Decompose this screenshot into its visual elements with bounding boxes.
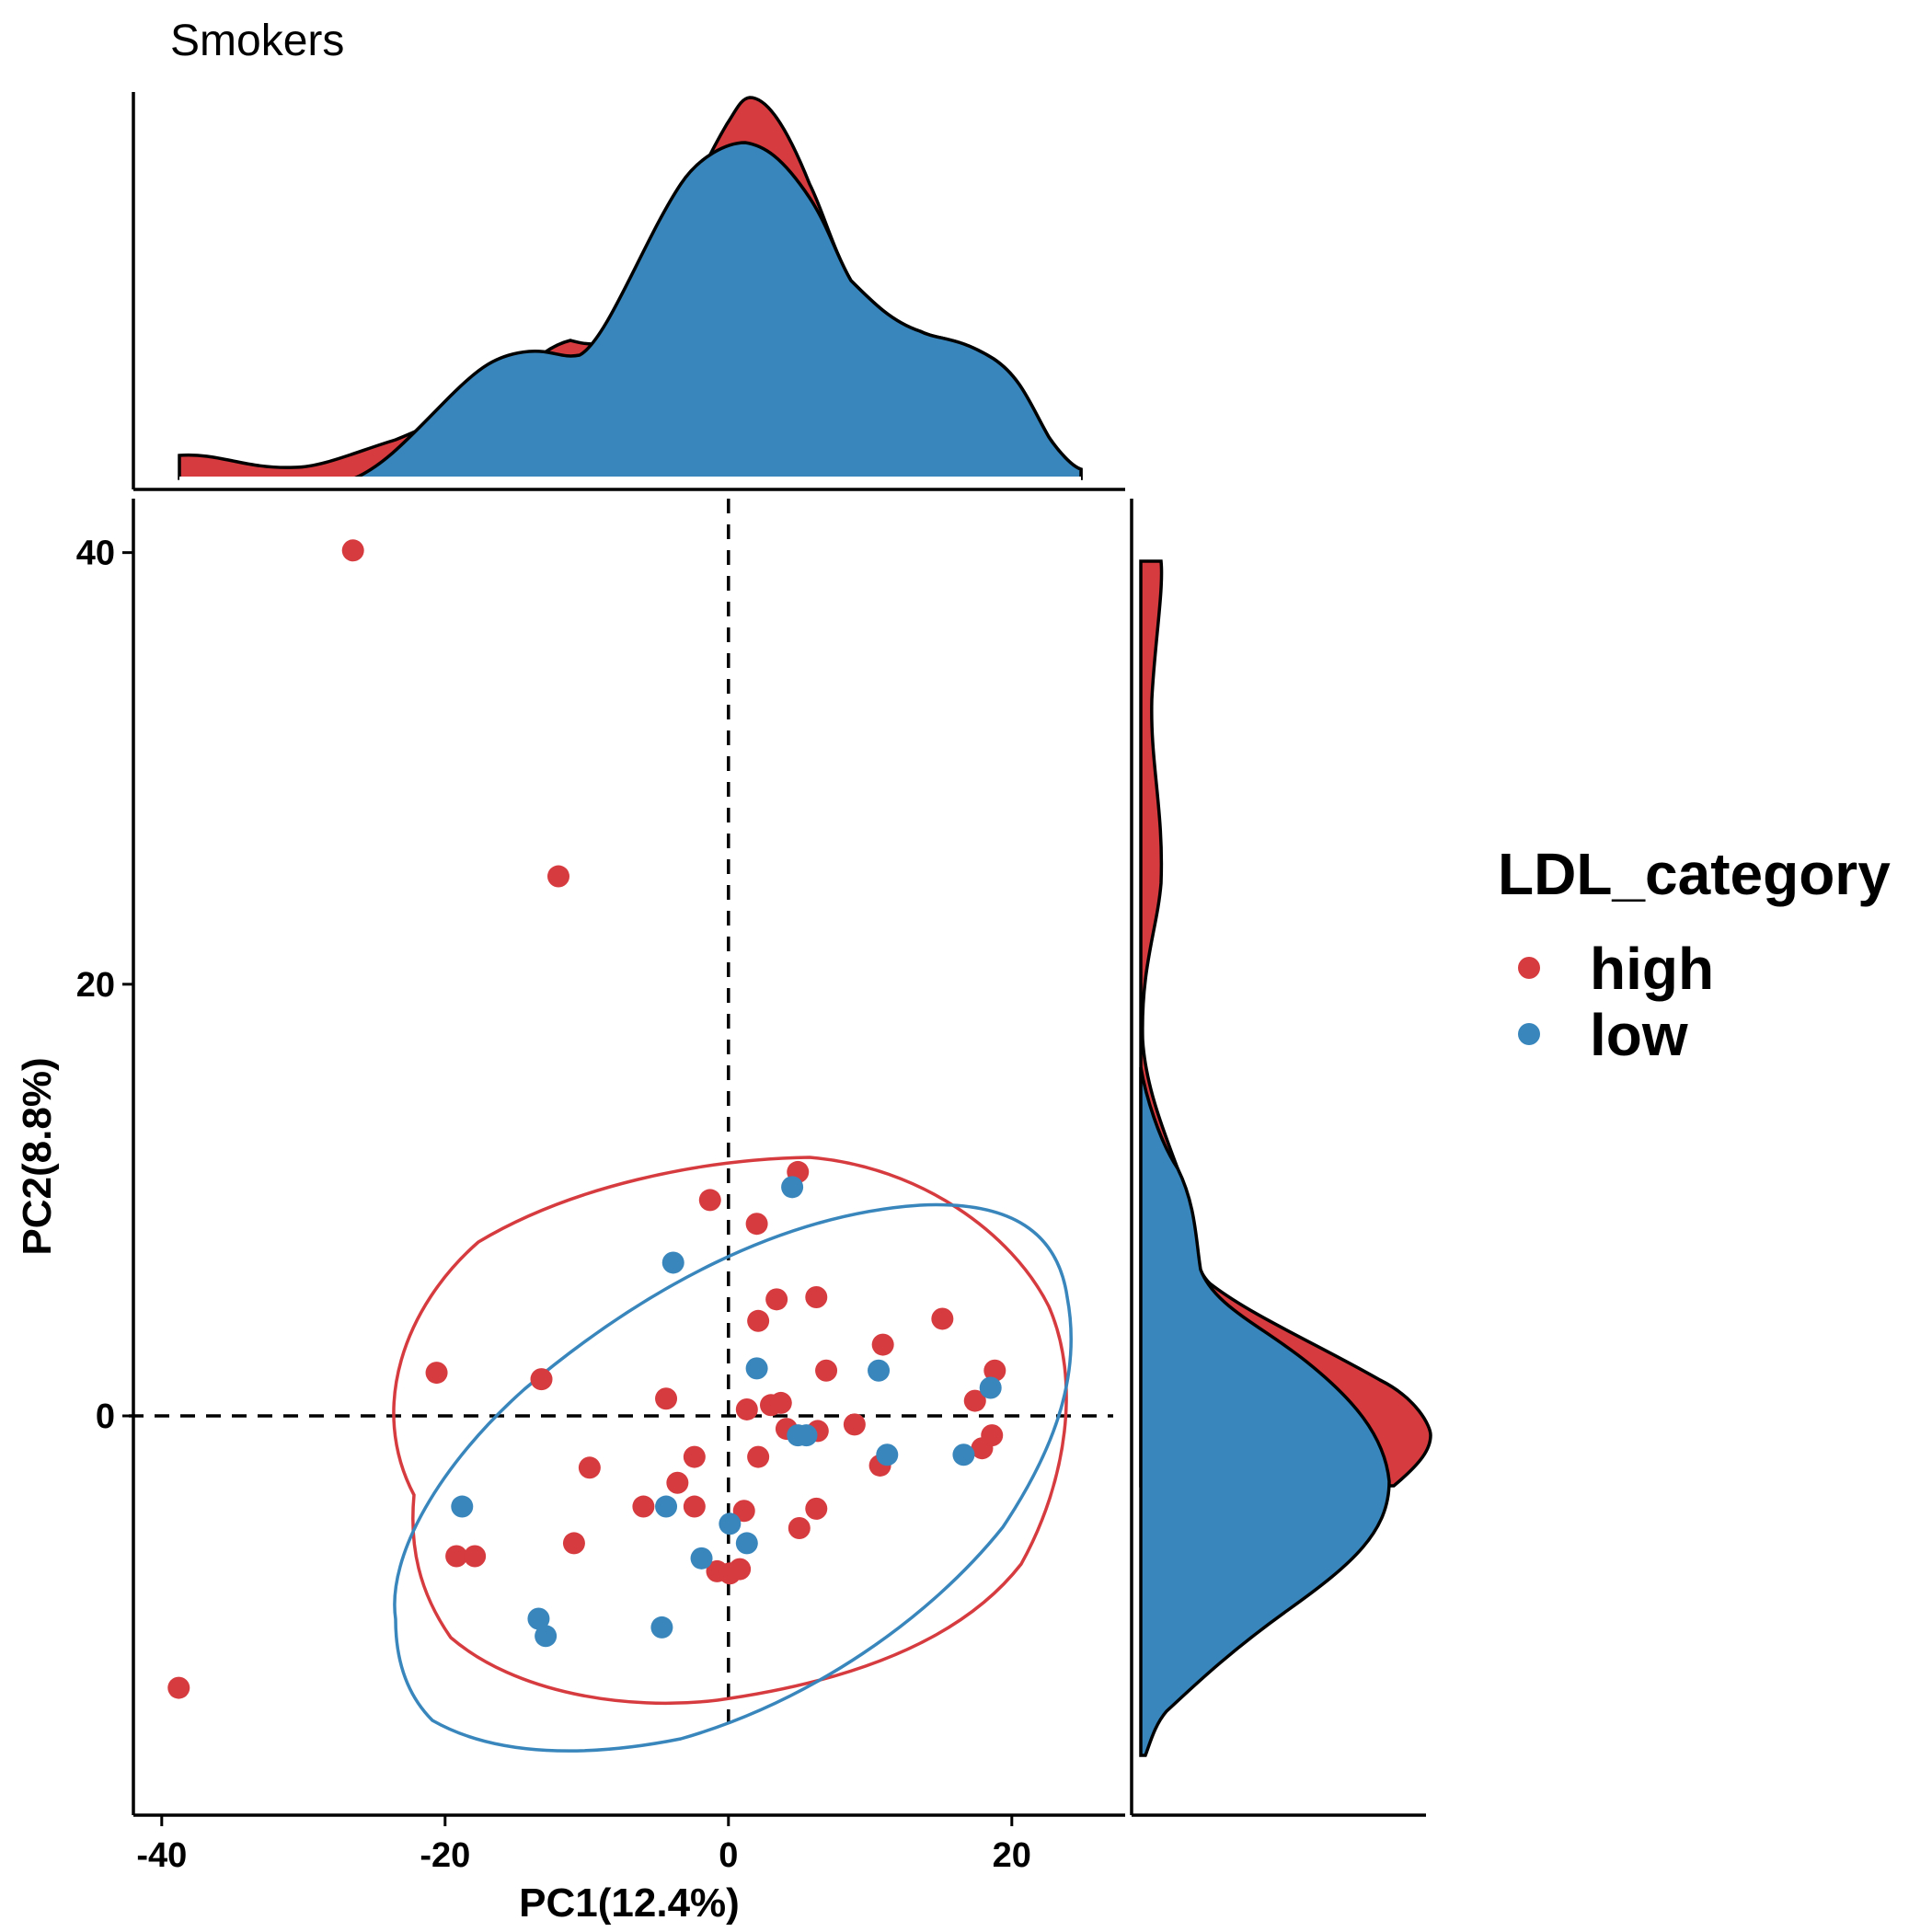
y-axis-title: PC2(8.8%) — [15, 1057, 60, 1255]
legend-title: LDL_category — [1498, 841, 1891, 907]
point-high — [732, 1500, 755, 1523]
legend-label-low: low — [1590, 1002, 1688, 1068]
point-high — [735, 1397, 758, 1420]
point-low — [876, 1443, 899, 1466]
point-low — [795, 1424, 818, 1447]
point-high — [464, 1545, 487, 1568]
point-high — [963, 1389, 986, 1412]
point-high — [698, 1189, 721, 1212]
point-low — [661, 1251, 684, 1274]
point-high — [843, 1413, 866, 1436]
point-high — [805, 1285, 828, 1308]
point-low — [719, 1512, 742, 1535]
point-high — [765, 1288, 788, 1311]
y-tick-label: 40 — [76, 535, 115, 573]
point-high — [747, 1309, 770, 1332]
right-density-low — [1139, 1066, 1391, 1757]
point-high — [530, 1368, 553, 1391]
point-high — [983, 1359, 1006, 1382]
legend-item-low: low — [1518, 1002, 1688, 1068]
point-low — [527, 1607, 550, 1630]
point-low — [690, 1547, 713, 1570]
confidence-ellipse-low — [393, 1202, 1073, 1753]
point-high — [547, 865, 569, 888]
legend-item-high: high — [1518, 936, 1714, 1002]
point-low — [451, 1495, 474, 1518]
scatter-points — [167, 539, 1006, 1699]
y-tick-label: 20 — [76, 966, 115, 1005]
point-high — [445, 1545, 468, 1568]
y-axis-ticks: 0 20 40 — [76, 535, 133, 1436]
point-high — [683, 1445, 706, 1468]
point-high — [805, 1497, 828, 1520]
point-high — [578, 1456, 601, 1479]
right-marginal-density — [1130, 499, 1432, 1817]
point-low — [745, 1357, 768, 1380]
point-high — [683, 1495, 706, 1518]
point-low — [535, 1625, 558, 1648]
confidence-ellipse-high — [392, 1156, 1068, 1706]
main-scatter-panel: -40 -20 0 20 0 20 40 PC1(12.4%) PC2(8.8%) — [15, 499, 1125, 1926]
point-low — [979, 1376, 1002, 1399]
point-high — [632, 1495, 655, 1518]
point-low — [655, 1495, 678, 1518]
point-high — [425, 1362, 448, 1385]
legend-key-low — [1518, 1023, 1540, 1045]
y-tick-label: 0 — [96, 1397, 115, 1436]
legend: LDL_category high low — [1498, 841, 1891, 1068]
point-high — [341, 539, 364, 562]
point-low — [952, 1443, 975, 1466]
point-high — [167, 1676, 190, 1699]
point-high — [666, 1471, 689, 1494]
x-tick-label: -40 — [136, 1836, 187, 1875]
point-high — [655, 1387, 678, 1410]
point-high — [562, 1532, 585, 1555]
x-tick-label: -20 — [420, 1836, 470, 1875]
x-tick-label: 20 — [993, 1836, 1031, 1875]
point-high — [871, 1333, 894, 1356]
x-tick-label: 0 — [719, 1836, 738, 1875]
chart-title: Smokers — [170, 17, 344, 65]
x-axis-title: PC1(12.4%) — [519, 1880, 740, 1926]
point-low — [735, 1532, 758, 1555]
point-high — [931, 1307, 954, 1330]
x-axis-ticks: -40 -20 0 20 — [136, 1815, 1031, 1875]
point-high — [788, 1516, 811, 1539]
point-low — [650, 1616, 673, 1639]
legend-key-high — [1518, 957, 1540, 979]
top-density-low — [353, 141, 1083, 480]
point-high — [729, 1558, 752, 1581]
point-low — [868, 1359, 891, 1382]
point-high — [815, 1359, 838, 1382]
point-high — [769, 1391, 792, 1414]
point-low — [781, 1176, 804, 1199]
point-high — [981, 1424, 1004, 1447]
point-high — [747, 1445, 770, 1468]
legend-label-high: high — [1590, 936, 1714, 1002]
point-high — [745, 1213, 768, 1236]
top-marginal-density — [132, 92, 1125, 491]
